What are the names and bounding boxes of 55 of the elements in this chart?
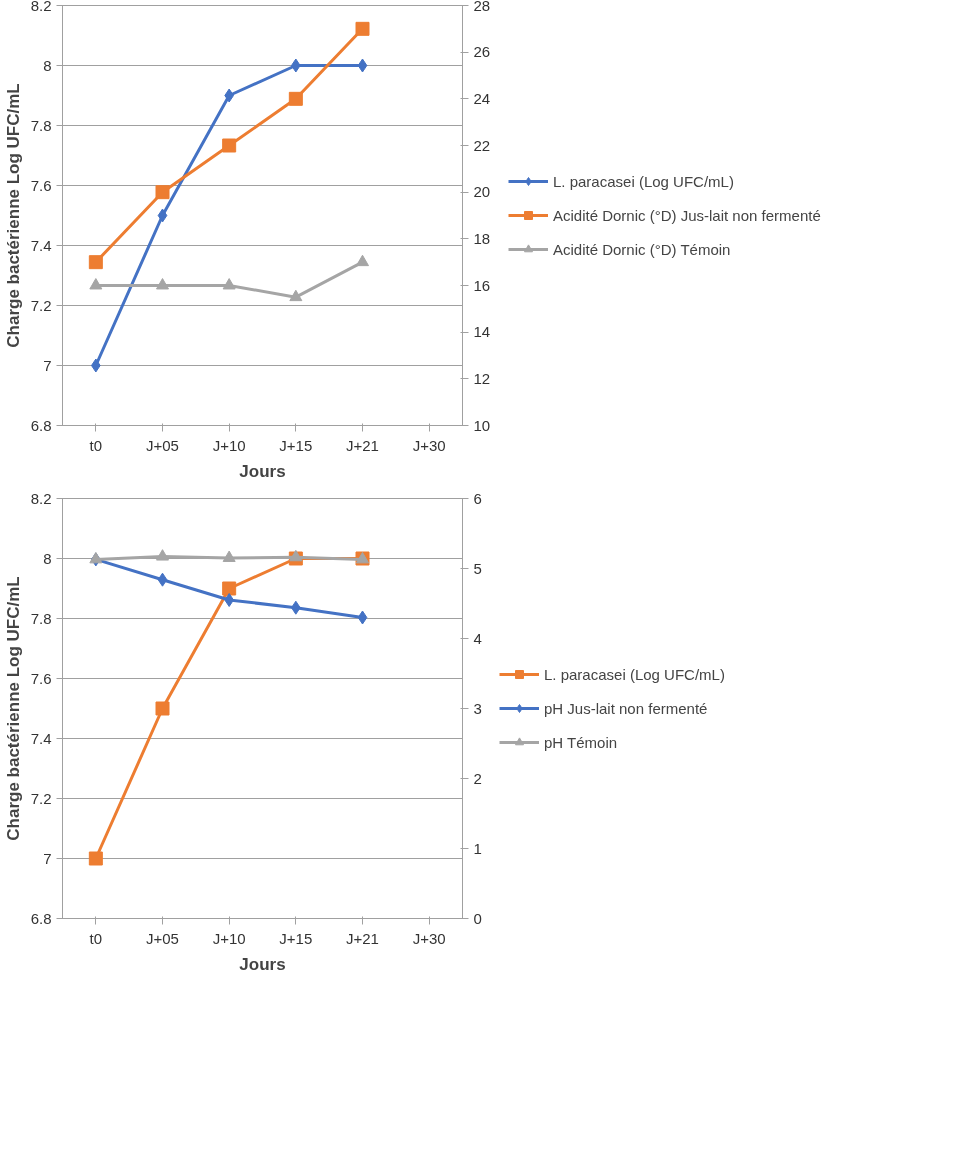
legend-label: L. paracasei (Log UFC/mL) [544,665,725,683]
x-tick-label: J+05 [146,929,179,947]
x-tick-label: J+05 [146,436,179,454]
y2-tick-label: 14 [473,323,491,341]
y2-tick-label: 1 [473,839,482,857]
y-tick-label: 7.8 [30,116,52,134]
y-axis-title: Charge bactérienne Log UFC/mL [3,83,23,348]
y2-tick-label: 12 [473,369,491,387]
y-tick-label: 7 [43,356,52,374]
legend-label: L. paracasei (Log UFC/mL) [553,172,734,190]
x-tick-label: J+21 [346,436,379,454]
y2-tick-label: 22 [473,136,491,154]
y2-tick-label: 24 [473,89,491,107]
y2-tick-label: 10 [473,416,491,434]
x-tick-label: t0 [89,929,103,947]
x-axis-title: Jours [239,954,286,974]
legend-label: pH Jus-lait non fermenté [544,699,708,717]
y-tick-label: 6.8 [30,909,52,927]
x-tick-label: J+21 [346,929,379,947]
x-tick-label: t0 [89,436,103,454]
y-tick-label: 7.8 [30,609,52,627]
x-tick-label: J+30 [412,436,446,454]
y2-tick-label: 4 [473,629,482,647]
legend-label: Acidité Dornic (°D) Jus-lait non fermenté [553,206,821,224]
y-tick-label: 8 [43,56,52,74]
y-tick-label: 8.2 [30,489,52,507]
y2-tick-label: 2 [473,769,482,787]
y-tick-label: 7 [43,849,52,867]
x-axis-title: Jours [239,461,286,481]
legend-label: pH Témoin [544,733,618,751]
y-tick-label: 7.6 [30,669,52,687]
y2-tick-label: 20 [473,183,491,201]
x-tick-label: J+10 [212,436,246,454]
y2-tick-label: 6 [473,489,482,507]
y-axis-title: Charge bactérienne Log UFC/mL [3,576,23,841]
y2-tick-label: 3 [473,699,482,717]
y-tick-label: 8 [43,549,52,567]
legend-label: Acidité Dornic (°D) Témoin [553,240,731,258]
y-tick-label: 7.4 [30,236,52,254]
y-tick-label: 7.6 [30,176,52,194]
y2-tick-label: 26 [473,43,491,61]
y2-tick-label: 28 [473,0,491,14]
y-tick-label: 8.2 [30,0,52,14]
y-tick-label: 7.2 [30,789,52,807]
y-tick-label: 7.4 [30,729,52,747]
x-tick-label: J+30 [412,929,446,947]
x-tick-label: J+15 [279,929,313,947]
x-tick-label: J+15 [279,436,313,454]
y2-tick-label: 5 [473,559,482,577]
x-tick-label: J+10 [212,929,246,947]
y2-tick-label: 18 [473,229,491,247]
y-tick-label: 7.2 [30,296,52,314]
y2-tick-label: 16 [473,276,491,294]
y2-tick-label: 0 [473,909,482,927]
y-tick-label: 6.8 [30,416,52,434]
